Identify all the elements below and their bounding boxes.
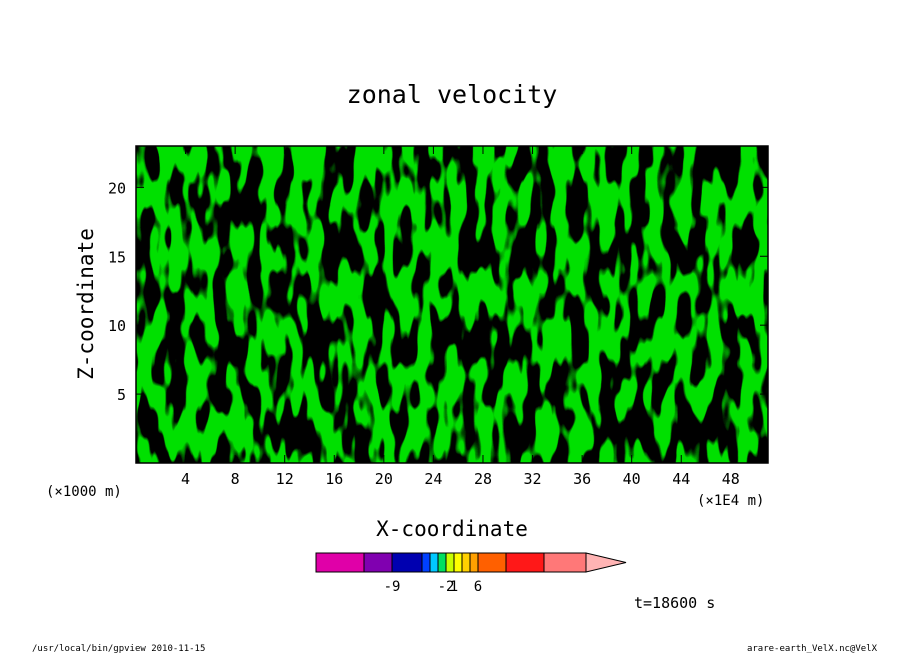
y-tick-label: 10 bbox=[108, 317, 126, 335]
time-label: t=18600 s bbox=[634, 594, 715, 612]
x-tick-label: 48 bbox=[722, 470, 740, 488]
colorbar-label: -9 bbox=[384, 579, 401, 595]
x-tick-label: 36 bbox=[573, 470, 591, 488]
colorbar-segment bbox=[421, 552, 431, 573]
colorbar-segment bbox=[391, 552, 423, 573]
x-tick-label: 16 bbox=[325, 470, 343, 488]
colorbar: -9 -21 6 bbox=[315, 552, 627, 595]
y-tick-label: 20 bbox=[108, 179, 126, 197]
x-tick-label: 8 bbox=[231, 470, 240, 488]
colorbar-segment bbox=[445, 552, 455, 573]
x-tick-label: 4 bbox=[181, 470, 190, 488]
colorbar-segment bbox=[437, 552, 447, 573]
colorbar-segment bbox=[505, 552, 545, 573]
x-unit-left: (×1000 m) bbox=[46, 484, 122, 500]
plot-frame bbox=[135, 145, 769, 464]
x-tick-label: 44 bbox=[672, 470, 690, 488]
colorbar-segment bbox=[363, 552, 393, 573]
footer-right: arare-earth_VelX.nc@VelX bbox=[747, 644, 878, 654]
colorbar-segment bbox=[315, 552, 365, 573]
x-tick-label: 12 bbox=[276, 470, 294, 488]
y-axis-ticks: 5 10 15 20 bbox=[108, 179, 768, 404]
colorbar-segment bbox=[469, 552, 479, 573]
x-tick-label: 24 bbox=[424, 470, 442, 488]
plot-area bbox=[136, 146, 768, 463]
x-axis-label: X-coordinate bbox=[376, 517, 528, 541]
colorbar-label: -2 bbox=[438, 579, 455, 595]
x-tick-label: 20 bbox=[375, 470, 393, 488]
colorbar-segment bbox=[461, 552, 471, 573]
x-tick-label: 40 bbox=[623, 470, 641, 488]
y-tick-label: 15 bbox=[108, 248, 126, 266]
y-axis-label: Z-coordinate bbox=[74, 228, 98, 380]
field-contours bbox=[136, 146, 768, 463]
x-tick-label: 32 bbox=[524, 470, 542, 488]
colorbar-segment bbox=[453, 552, 463, 573]
y-tick-label: 5 bbox=[117, 386, 126, 404]
colorbar-segment bbox=[477, 552, 507, 573]
colorbar-label: 6 bbox=[474, 579, 482, 595]
colorbar-arrow bbox=[585, 552, 627, 573]
colorbar-segment bbox=[429, 552, 439, 573]
colorbar-segment bbox=[543, 552, 587, 573]
x-unit-right: (×1E4 m) bbox=[697, 493, 764, 509]
chart-title: zonal velocity bbox=[347, 80, 558, 109]
x-axis-ticks: 4 8 12 16 20 24 28 32 36 40 44 48 bbox=[181, 146, 740, 488]
colorbar-label: 1 bbox=[450, 579, 458, 595]
footer-left: /usr/local/bin/gpview 2010-11-15 bbox=[32, 644, 205, 654]
x-tick-label: 28 bbox=[474, 470, 492, 488]
